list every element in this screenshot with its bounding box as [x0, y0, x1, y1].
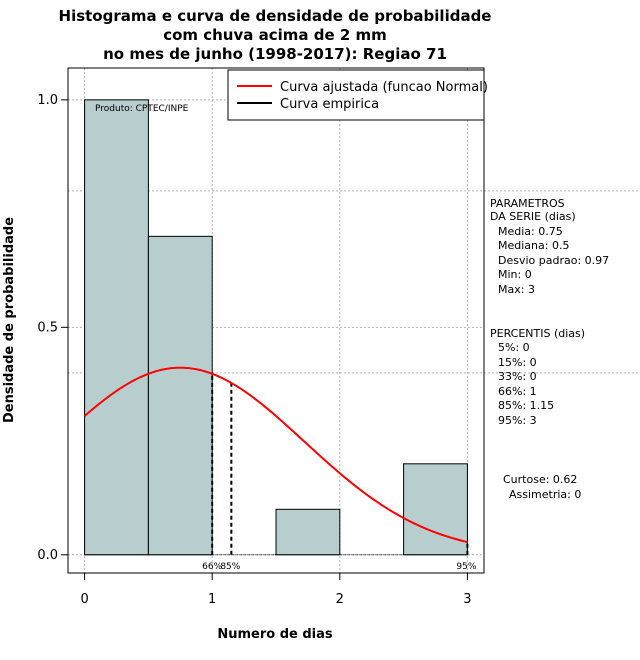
percentil-33: 33%: 0: [498, 370, 537, 383]
plot-frame: [67, 67, 485, 574]
percentile-label-2: 95%: [456, 562, 476, 572]
params-title-line-2: DA SERIE (dias): [490, 210, 576, 223]
series-parameters: PARAMETROS DA SERIE (dias) Media: 0.75 M…: [490, 197, 609, 296]
percentiles: PERCENTIS (dias) 5%: 0 15%: 0 33%: 0 66%…: [490, 327, 585, 427]
percentil-15: 15%: 0: [498, 356, 537, 369]
histogram-bar-1: [147, 235, 213, 556]
param-min: Min: 0: [498, 268, 532, 281]
percentile-label-1: 85%: [220, 562, 240, 572]
x-tick-label-0: 0: [80, 592, 88, 607]
histogram-bars: [84, 99, 468, 556]
x-tick-label-2: 2: [336, 592, 344, 607]
chart-title-line-1: Histograma e curva de densidade de proba…: [59, 7, 492, 25]
x-tick-label-1: 1: [208, 592, 216, 607]
histogram-bar-3: [275, 508, 341, 556]
percentis-title: PERCENTIS (dias): [490, 327, 585, 340]
legend-label-normal: Curva ajustada (funcao Normal): [280, 80, 488, 95]
chart-title-line-2: com chuva acima de 2 mm: [163, 26, 387, 44]
param-mediana: Mediana: 0.5: [498, 239, 569, 252]
x-tick-label-3: 3: [463, 592, 471, 607]
percentil-85: 85%: 1.15: [498, 399, 554, 412]
param-desvio: Desvio padrao: 0.97: [498, 254, 609, 267]
percentil-5: 5%: 0: [498, 341, 530, 354]
y-axis-title: Densidade de probabilidade: [2, 217, 17, 423]
legend-label-empirical: Curva empirica: [280, 97, 379, 112]
x-axis-title: Numero de dias: [217, 627, 333, 642]
normal-curve: [83, 366, 468, 544]
credit-text: Produto: CPTEC/INPE: [95, 104, 189, 114]
param-media: Media: 0.75: [498, 225, 563, 238]
percentile-label-0: 66%: [202, 562, 222, 572]
histogram-bar-0: [84, 99, 149, 556]
axes: 0 1 2 3 0.0 0.5 1.0: [37, 67, 485, 607]
y-tick-label-2: 1.0: [37, 93, 58, 108]
y-tick-label-1: 0.5: [37, 320, 58, 335]
histogram-bar-5: [403, 463, 468, 556]
chart-title-line-3: no mes de junho (1998-2017): Regiao 71: [103, 45, 447, 63]
param-max: Max: 3: [498, 283, 535, 296]
assimetria-text: Assimetria: 0: [509, 488, 581, 501]
normal-curve-layer: [83, 366, 468, 544]
legend: Curva ajustada (funcao Normal) Curva emp…: [227, 69, 488, 121]
percentil-95: 95%: 3: [498, 414, 537, 427]
curtose-text: Curtose: 0.62: [503, 473, 577, 486]
legend-box: [227, 69, 485, 121]
percentile-lines: 66%85% 95%: [202, 373, 477, 572]
params-title-line-1: PARAMETROS: [490, 197, 565, 210]
y-tick-label-0: 0.0: [37, 548, 58, 563]
percentil-66: 66%: 1: [498, 385, 537, 398]
